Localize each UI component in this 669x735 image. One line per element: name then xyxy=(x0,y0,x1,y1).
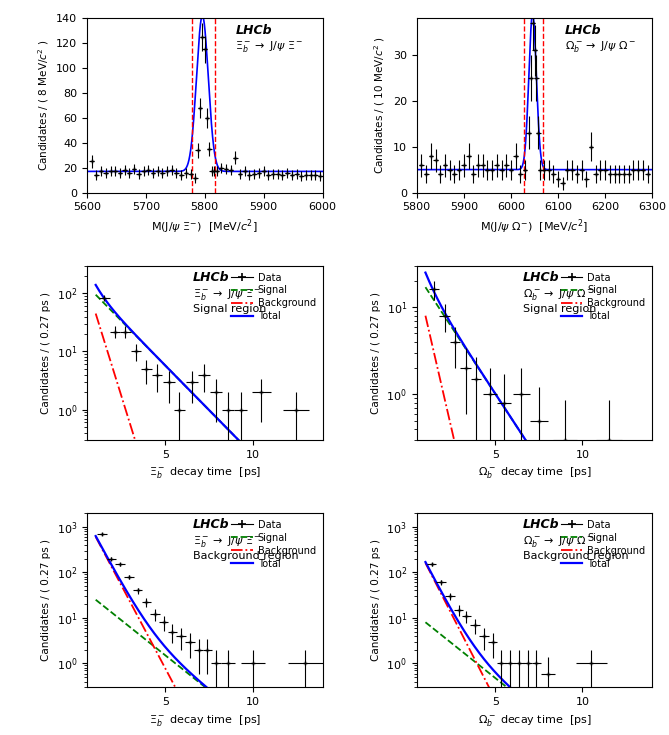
Y-axis label: Candidates / ( 0.27 ps ): Candidates / ( 0.27 ps ) xyxy=(371,292,381,414)
X-axis label: $\Xi_b^-$ decay time  [ps]: $\Xi_b^-$ decay time [ps] xyxy=(149,712,261,728)
Text: $\Xi_b^- \to$ J/$\psi$ $\Xi^-$: $\Xi_b^- \to$ J/$\psi$ $\Xi^-$ xyxy=(235,39,304,54)
Text: Background region: Background region xyxy=(193,551,298,562)
Y-axis label: Candidates / ( 0.27 ps ): Candidates / ( 0.27 ps ) xyxy=(41,539,51,662)
X-axis label: M(J/$\psi$ $\Xi^{-}$)  [MeV/$c^2$]: M(J/$\psi$ $\Xi^{-}$) [MeV/$c^2$] xyxy=(151,218,258,237)
Text: $\Omega_b^- \to$ J/$\psi$ $\Omega^-$: $\Omega_b^- \to$ J/$\psi$ $\Omega^-$ xyxy=(565,39,636,54)
X-axis label: $\Omega_b^-$ decay time  [ps]: $\Omega_b^-$ decay time [ps] xyxy=(478,712,591,728)
Legend: Data, Signal, Background, Total: Data, Signal, Background, Total xyxy=(559,518,648,570)
X-axis label: $\Omega_b^-$ decay time  [ps]: $\Omega_b^-$ decay time [ps] xyxy=(478,465,591,480)
Text: LHCb: LHCb xyxy=(193,518,229,531)
Legend: Data, Signal, Background, Total: Data, Signal, Background, Total xyxy=(229,518,318,570)
Text: $\Omega_b^- \to$ J/$\psi$ $\Omega^-$: $\Omega_b^- \to$ J/$\psi$ $\Omega^-$ xyxy=(522,534,594,549)
Text: $\Omega_b^- \to$ J/$\psi$ $\Omega^-$: $\Omega_b^- \to$ J/$\psi$ $\Omega^-$ xyxy=(522,287,594,301)
Legend: Data, Signal, Background, Total: Data, Signal, Background, Total xyxy=(229,270,318,323)
Text: LHCb: LHCb xyxy=(193,271,229,284)
Y-axis label: Candidates / ( 0.27 ps ): Candidates / ( 0.27 ps ) xyxy=(41,292,51,414)
Y-axis label: Candidates / ( 10 MeV/$c^2$ ): Candidates / ( 10 MeV/$c^2$ ) xyxy=(373,37,387,174)
Y-axis label: Candidates / ( 8 MeV/$c^2$ ): Candidates / ( 8 MeV/$c^2$ ) xyxy=(35,40,51,171)
Text: Background region: Background region xyxy=(522,551,628,562)
Text: LHCb: LHCb xyxy=(522,518,559,531)
Text: LHCb: LHCb xyxy=(235,24,272,37)
X-axis label: M(J/$\psi$ $\Omega^{-}$)  [MeV/$c^2$]: M(J/$\psi$ $\Omega^{-}$) [MeV/$c^2$] xyxy=(480,218,589,237)
Legend: Data, Signal, Background, Total: Data, Signal, Background, Total xyxy=(559,270,648,323)
Text: Signal region: Signal region xyxy=(522,304,596,314)
Text: $\Xi_b^- \to$ J/$\psi$ $\Xi^-$: $\Xi_b^- \to$ J/$\psi$ $\Xi^-$ xyxy=(193,534,262,549)
Text: LHCb: LHCb xyxy=(565,24,601,37)
X-axis label: $\Xi_b^-$ decay time  [ps]: $\Xi_b^-$ decay time [ps] xyxy=(149,465,261,480)
Text: Signal region: Signal region xyxy=(193,304,266,314)
Y-axis label: Candidates / ( 0.27 ps ): Candidates / ( 0.27 ps ) xyxy=(371,539,381,662)
Text: $\Xi_b^- \to$ J/$\psi$ $\Xi^-$: $\Xi_b^- \to$ J/$\psi$ $\Xi^-$ xyxy=(193,287,262,301)
Text: LHCb: LHCb xyxy=(522,271,559,284)
